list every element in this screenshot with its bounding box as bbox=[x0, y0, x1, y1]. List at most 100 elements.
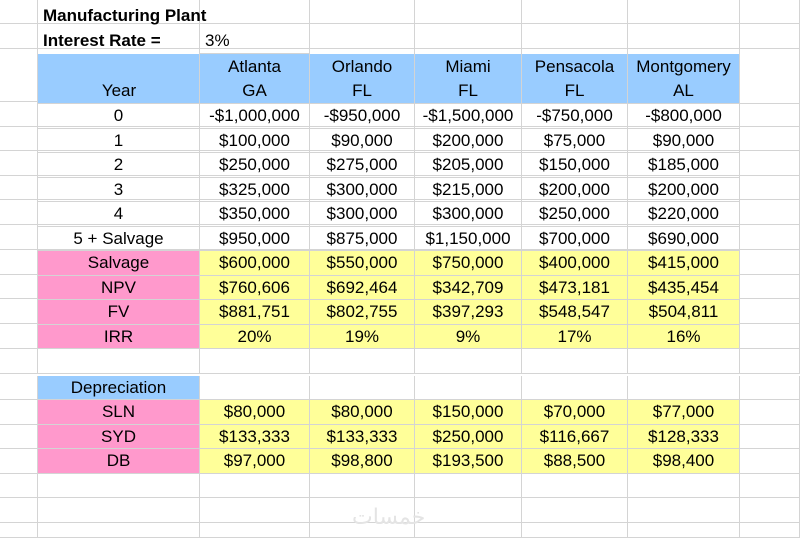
empty-cell[interactable] bbox=[522, 0, 628, 24]
cashflow-cell[interactable]: $200,000 bbox=[628, 178, 740, 202]
empty-cell[interactable] bbox=[628, 24, 740, 49]
cashflow-cell[interactable]: $215,000 bbox=[415, 178, 522, 202]
empty-cell[interactable] bbox=[310, 474, 415, 498]
empty-cell[interactable] bbox=[0, 425, 38, 449]
cashflow-cell[interactable]: $90,000 bbox=[310, 129, 415, 153]
cashflow-cell[interactable]: $275,000 bbox=[310, 153, 415, 178]
empty-cell[interactable] bbox=[628, 498, 740, 523]
empty-cell[interactable] bbox=[740, 474, 800, 498]
depreciation-header[interactable]: Depreciation bbox=[38, 376, 200, 400]
empty-cell[interactable] bbox=[740, 449, 800, 474]
empty-cell[interactable] bbox=[0, 225, 38, 250]
empty-cell[interactable] bbox=[628, 474, 740, 498]
empty-cell[interactable] bbox=[740, 324, 800, 349]
metric-label[interactable]: FV bbox=[38, 300, 200, 325]
metric-value[interactable]: $342,709 bbox=[415, 276, 522, 300]
empty-cell[interactable] bbox=[38, 474, 200, 498]
empty-cell[interactable] bbox=[200, 0, 310, 24]
empty-cell[interactable] bbox=[740, 523, 800, 538]
metric-value[interactable]: 20% bbox=[200, 325, 310, 349]
cashflow-cell[interactable]: -$800,000 bbox=[628, 104, 740, 129]
depreciation-value[interactable]: $88,500 bbox=[522, 449, 628, 474]
empty-cell[interactable] bbox=[0, 376, 38, 400]
empty-cell[interactable] bbox=[740, 200, 800, 225]
metric-value[interactable]: $692,464 bbox=[310, 276, 415, 300]
depreciation-label[interactable]: DB bbox=[38, 449, 200, 474]
depreciation-value[interactable]: $128,333 bbox=[628, 425, 740, 449]
depreciation-value[interactable]: $133,333 bbox=[200, 425, 310, 449]
metric-value[interactable]: 16% bbox=[628, 325, 740, 349]
empty-cell[interactable] bbox=[740, 176, 800, 200]
depreciation-value[interactable]: $193,500 bbox=[415, 449, 522, 474]
empty-cell[interactable] bbox=[522, 523, 628, 538]
depreciation-value[interactable]: $80,000 bbox=[310, 400, 415, 425]
empty-cell[interactable] bbox=[310, 376, 415, 400]
cashflow-cell[interactable]: $1,150,000 bbox=[415, 227, 522, 251]
empty-cell[interactable] bbox=[0, 176, 38, 200]
city-header[interactable]: Atlanta GA bbox=[200, 54, 310, 104]
metric-value[interactable]: $435,454 bbox=[628, 276, 740, 300]
empty-cell[interactable] bbox=[740, 24, 800, 49]
empty-cell[interactable] bbox=[200, 349, 310, 374]
empty-cell[interactable] bbox=[522, 474, 628, 498]
empty-cell[interactable] bbox=[38, 349, 200, 374]
cashflow-cell[interactable]: $350,000 bbox=[200, 202, 310, 227]
cashflow-cell[interactable]: $325,000 bbox=[200, 178, 310, 202]
empty-cell[interactable] bbox=[522, 376, 628, 400]
metric-label[interactable]: NPV bbox=[38, 276, 200, 300]
empty-cell[interactable] bbox=[0, 0, 38, 24]
year-cell[interactable]: 4 bbox=[38, 202, 200, 227]
metric-value[interactable]: $881,751 bbox=[200, 300, 310, 325]
metric-value[interactable]: 19% bbox=[310, 325, 415, 349]
empty-cell[interactable] bbox=[0, 349, 38, 374]
empty-cell[interactable] bbox=[740, 225, 800, 250]
header-year-cell[interactable] bbox=[38, 54, 200, 104]
cashflow-cell[interactable]: $300,000 bbox=[415, 202, 522, 227]
empty-cell[interactable] bbox=[415, 376, 522, 400]
empty-cell[interactable] bbox=[310, 498, 415, 523]
metric-value[interactable]: $600,000 bbox=[200, 251, 310, 276]
empty-cell[interactable] bbox=[0, 200, 38, 225]
empty-cell[interactable] bbox=[628, 0, 740, 24]
metric-value[interactable]: $473,181 bbox=[522, 276, 628, 300]
city-header[interactable]: Montgomery AL bbox=[628, 54, 740, 104]
metric-value[interactable]: $415,000 bbox=[628, 251, 740, 276]
metric-label[interactable]: Salvage bbox=[38, 251, 200, 276]
empty-cell[interactable] bbox=[740, 102, 800, 127]
empty-cell[interactable] bbox=[628, 349, 740, 374]
empty-cell[interactable] bbox=[0, 275, 38, 299]
metric-value[interactable]: $750,000 bbox=[415, 251, 522, 276]
empty-cell[interactable] bbox=[0, 250, 38, 275]
empty-cell[interactable] bbox=[0, 24, 38, 49]
year-cell[interactable]: 2 bbox=[38, 153, 200, 178]
empty-cell[interactable] bbox=[522, 24, 628, 49]
depreciation-value[interactable]: $98,400 bbox=[628, 449, 740, 474]
cashflow-cell[interactable]: -$1,500,000 bbox=[415, 104, 522, 129]
empty-cell[interactable] bbox=[310, 0, 415, 24]
metric-value[interactable]: $802,755 bbox=[310, 300, 415, 325]
cashflow-cell[interactable]: $300,000 bbox=[310, 178, 415, 202]
metric-value[interactable]: $550,000 bbox=[310, 251, 415, 276]
empty-cell[interactable] bbox=[415, 349, 522, 374]
depreciation-value[interactable]: $77,000 bbox=[628, 400, 740, 425]
empty-cell[interactable] bbox=[740, 425, 800, 449]
depreciation-value[interactable]: $97,000 bbox=[200, 449, 310, 474]
empty-cell[interactable] bbox=[0, 474, 38, 498]
empty-cell[interactable] bbox=[415, 523, 522, 538]
metric-value[interactable]: 9% bbox=[415, 325, 522, 349]
depreciation-value[interactable]: $98,800 bbox=[310, 449, 415, 474]
depreciation-label[interactable]: SLN bbox=[38, 400, 200, 425]
empty-cell[interactable] bbox=[0, 400, 38, 425]
empty-cell[interactable] bbox=[522, 498, 628, 523]
empty-cell[interactable] bbox=[740, 0, 800, 24]
empty-cell[interactable] bbox=[0, 127, 38, 151]
depreciation-value[interactable]: $250,000 bbox=[415, 425, 522, 449]
empty-cell[interactable] bbox=[628, 523, 740, 538]
year-cell[interactable]: 1 bbox=[38, 129, 200, 153]
depreciation-value[interactable]: $80,000 bbox=[200, 400, 310, 425]
depreciation-label[interactable]: SYD bbox=[38, 425, 200, 449]
cashflow-cell[interactable]: -$750,000 bbox=[522, 104, 628, 129]
depreciation-value[interactable]: $116,667 bbox=[522, 425, 628, 449]
cashflow-cell[interactable]: $90,000 bbox=[628, 129, 740, 153]
empty-cell[interactable] bbox=[415, 24, 522, 49]
